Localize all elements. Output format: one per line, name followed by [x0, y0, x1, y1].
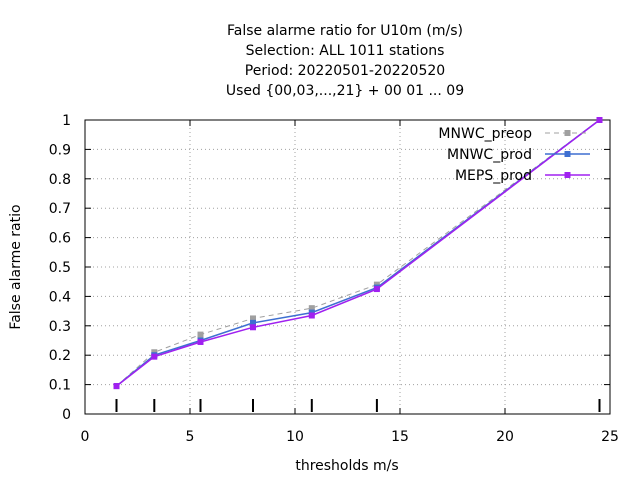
title-line-2: Selection: ALL 1011 stations [246, 43, 445, 59]
x-tick-label-2: 10 [286, 429, 304, 445]
chart-title: False alarme ratio for U10m (m/s) Selecti… [226, 23, 464, 99]
point-MNWC_preop-2 [197, 331, 204, 338]
point-MNWC_prod-3 [250, 319, 256, 326]
plot-frame [84, 119, 611, 415]
legend-marker-MNWC_preop [564, 130, 571, 136]
y-tick-label-6: 0.6 [49, 231, 71, 247]
point-MEPS_prod-2 [197, 338, 204, 345]
point-MEPS_prod-0 [113, 383, 120, 390]
point-MEPS_prod-5 [373, 286, 380, 293]
y-tick-label-5: 0.5 [49, 260, 71, 276]
legend: MNWC_preop MNWC_prod MEPS_prod [438, 126, 590, 184]
y-tick-label-9: 0.9 [49, 142, 71, 158]
x-tick-label-4: 20 [496, 429, 514, 445]
grid [85, 120, 610, 414]
legend-label-MEPS_prod: MEPS_prod [455, 168, 532, 184]
title-line-3: Period: 20220501-20220520 [245, 63, 445, 79]
point-MEPS_prod-6 [596, 117, 603, 123]
point-MEPS_prod-4 [308, 312, 315, 319]
legend-marker-MNWC_prod [564, 151, 571, 157]
x-tick-label-0: 0 [81, 429, 90, 445]
y-tick-label-0: 0 [62, 407, 71, 423]
y-tick-label-4: 0.4 [49, 289, 71, 305]
point-MNWC_preop-3 [250, 315, 256, 322]
title-line-4: Used {00,03,...,21} + 00 01 ... 09 [226, 83, 464, 99]
point-MNWC_preop-4 [308, 305, 315, 312]
x-axis-label: thresholds m/s [295, 458, 398, 474]
y-tick-label-2: 0.2 [49, 348, 71, 364]
series [113, 117, 603, 390]
y-tick-label-7: 0.7 [49, 201, 71, 217]
legend-label-MNWC_prod: MNWC_prod [447, 147, 532, 163]
x-tick-label-1: 5 [186, 429, 195, 445]
y-tick-label-10: 1 [62, 113, 71, 129]
y-axis-label: False alarme ratio [8, 204, 24, 329]
point-MEPS_prod-3 [250, 324, 256, 331]
x-tick-label-3: 15 [391, 429, 409, 445]
threshold-marks [115, 399, 601, 412]
y-tick-label-8: 0.8 [49, 172, 71, 188]
axis-ticks: 0 5 10 15 20 25 0 0.1 0.2 0.3 0.4 0.5 0.6 0.7 0.8 0.9 1 [49, 113, 619, 445]
legend-label-MNWC_preop: MNWC_preop [438, 126, 532, 142]
y-tick-label-3: 0.3 [49, 319, 71, 335]
x-tick-label-5: 25 [601, 429, 619, 445]
title-line-1: False alarme ratio for U10m (m/s) [227, 23, 463, 39]
y-tick-label-1: 0.1 [49, 378, 71, 394]
legend-marker-MEPS_prod [564, 172, 571, 178]
point-MEPS_prod-1 [151, 353, 158, 360]
